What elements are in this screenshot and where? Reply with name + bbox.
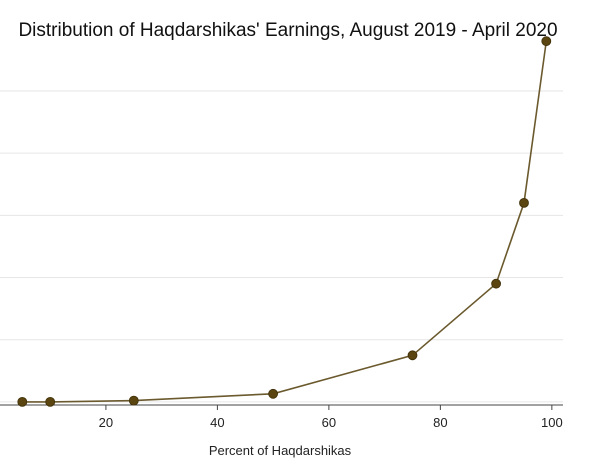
x-tick-label: 20	[99, 415, 113, 430]
data-point	[407, 350, 418, 361]
x-tick-label: 60	[322, 415, 336, 430]
data-point	[541, 36, 552, 47]
x-axis-label: Percent of Haqdarshikas	[209, 443, 352, 458]
data-points	[17, 36, 552, 407]
data-point	[45, 396, 56, 407]
data-point	[17, 396, 28, 407]
x-tick-label: 40	[210, 415, 224, 430]
x-axis-ticks: 20 40 60 80 100	[99, 405, 563, 430]
x-tick-label: 80	[433, 415, 447, 430]
chart-title: Distribution of Haqdarshikas' Earnings, …	[18, 20, 557, 41]
data-point	[519, 197, 529, 208]
gridlines	[0, 90, 563, 403]
data-point	[128, 395, 139, 406]
data-point	[268, 388, 279, 399]
series-line	[22, 41, 548, 403]
x-tick-label: 100	[541, 415, 563, 430]
data-point	[491, 278, 502, 289]
